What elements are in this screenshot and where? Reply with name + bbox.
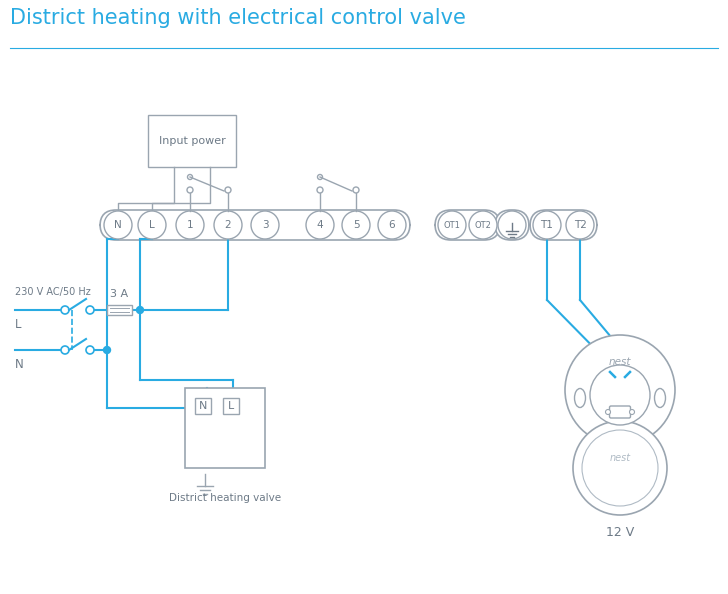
Circle shape: [86, 306, 94, 314]
Circle shape: [573, 421, 667, 515]
Circle shape: [137, 307, 143, 314]
Circle shape: [342, 211, 370, 239]
Text: 4: 4: [317, 220, 323, 230]
Circle shape: [251, 211, 279, 239]
Circle shape: [214, 211, 242, 239]
Text: OT1: OT1: [443, 220, 460, 229]
Circle shape: [353, 187, 359, 193]
FancyBboxPatch shape: [185, 388, 265, 468]
Text: L: L: [149, 220, 155, 230]
FancyBboxPatch shape: [100, 210, 410, 240]
Circle shape: [306, 211, 334, 239]
Text: T2: T2: [574, 220, 587, 230]
Circle shape: [103, 346, 111, 353]
Text: T1: T1: [541, 220, 553, 230]
FancyBboxPatch shape: [148, 115, 236, 167]
Circle shape: [438, 211, 466, 239]
Text: 12 V: 12 V: [606, 526, 634, 539]
Circle shape: [565, 335, 675, 445]
Circle shape: [317, 175, 323, 179]
Circle shape: [61, 306, 69, 314]
Circle shape: [225, 187, 231, 193]
Text: 3: 3: [261, 220, 269, 230]
FancyBboxPatch shape: [435, 210, 500, 240]
Circle shape: [61, 346, 69, 354]
Text: District heating with electrical control valve: District heating with electrical control…: [10, 8, 466, 28]
Text: 230 V AC/50 Hz: 230 V AC/50 Hz: [15, 287, 91, 297]
Text: L: L: [15, 318, 22, 330]
Text: 1: 1: [186, 220, 194, 230]
Circle shape: [378, 211, 406, 239]
Circle shape: [630, 409, 635, 415]
Text: 6: 6: [389, 220, 395, 230]
Circle shape: [606, 409, 611, 415]
FancyBboxPatch shape: [107, 305, 132, 315]
Text: 3 A: 3 A: [111, 289, 129, 299]
Circle shape: [498, 211, 526, 239]
Circle shape: [188, 175, 192, 179]
Circle shape: [469, 211, 497, 239]
Circle shape: [533, 211, 561, 239]
Text: Input power: Input power: [159, 136, 226, 146]
FancyBboxPatch shape: [530, 210, 597, 240]
FancyBboxPatch shape: [223, 398, 239, 414]
Circle shape: [317, 187, 323, 193]
Ellipse shape: [574, 388, 585, 407]
Text: 2: 2: [225, 220, 232, 230]
Circle shape: [104, 211, 132, 239]
Circle shape: [582, 430, 658, 506]
Circle shape: [187, 187, 193, 193]
Ellipse shape: [654, 388, 665, 407]
FancyBboxPatch shape: [195, 398, 211, 414]
FancyBboxPatch shape: [609, 406, 630, 418]
Text: L: L: [228, 401, 234, 411]
Text: 5: 5: [352, 220, 360, 230]
Circle shape: [86, 346, 94, 354]
Circle shape: [138, 211, 166, 239]
FancyBboxPatch shape: [495, 210, 529, 240]
Text: District heating valve: District heating valve: [169, 493, 281, 503]
Text: N: N: [199, 401, 207, 411]
Text: N: N: [15, 358, 24, 371]
Text: nest: nest: [609, 453, 630, 463]
Text: nest: nest: [609, 357, 631, 367]
Circle shape: [176, 211, 204, 239]
Text: N: N: [114, 220, 122, 230]
Circle shape: [590, 365, 650, 425]
Text: OT2: OT2: [475, 220, 491, 229]
Circle shape: [566, 211, 594, 239]
